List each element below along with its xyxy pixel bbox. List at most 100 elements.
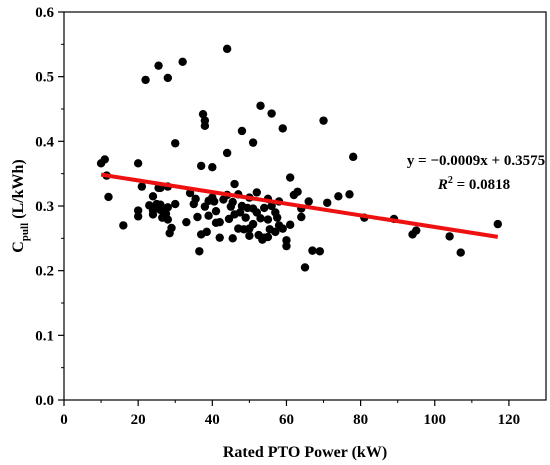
data-point (204, 211, 213, 220)
x-tick-label: 80 (353, 412, 368, 428)
data-point (256, 214, 265, 223)
data-point (209, 197, 219, 206)
data-point (119, 221, 128, 230)
data-point (191, 194, 200, 204)
data-point (241, 213, 250, 222)
y-axis: 0.0 0.1 0.2 0.3 0.4 0.5 0.6 (35, 5, 64, 409)
data-point (198, 109, 208, 119)
data-point (267, 109, 276, 118)
data-point (208, 163, 217, 172)
data-point (133, 159, 143, 168)
data-point (323, 198, 332, 207)
data-point (235, 208, 245, 217)
data-point (104, 192, 113, 202)
data-point (412, 226, 421, 235)
data-point (196, 161, 206, 171)
data-point (171, 199, 180, 209)
data-point (345, 190, 354, 199)
data-point (148, 210, 158, 219)
data-point (271, 227, 280, 237)
data-point (315, 247, 325, 256)
data-point (163, 215, 173, 224)
x-axis-title: Rated PTO Power (kW) (223, 444, 387, 461)
data-point (248, 138, 258, 147)
data-point (493, 219, 502, 229)
y-tick-label: 0.0 (35, 393, 54, 409)
r-squared-superscript: 2 (448, 175, 453, 186)
data-point (237, 126, 247, 136)
r-squared-value: = 0.0818 (453, 177, 510, 193)
y-tick-label: 0.2 (35, 264, 54, 280)
data-point (224, 214, 234, 224)
y-axis-title-subscript: pull (19, 223, 31, 241)
y-axis-title-main: C (10, 241, 27, 253)
r-squared-symbol: R (437, 177, 448, 193)
data-point (445, 232, 454, 241)
data-point (272, 213, 282, 222)
data-point (141, 75, 150, 85)
data-point (285, 173, 295, 182)
data-point (228, 234, 237, 243)
data-point (263, 232, 273, 242)
data-point (200, 121, 210, 131)
x-tick-label: 100 (424, 412, 447, 428)
y-axis-title: Cpull (L/kWh) (10, 159, 31, 253)
data-point (278, 224, 287, 233)
data-point (293, 187, 302, 196)
x-tick-label: 20 (131, 412, 146, 428)
data-point (211, 206, 221, 216)
data-point (252, 188, 261, 197)
data-point (178, 57, 187, 66)
data-point (222, 44, 232, 54)
data-point (167, 223, 176, 233)
y-tick-label: 0.5 (35, 70, 54, 86)
data-point (319, 116, 328, 125)
data-point (193, 212, 202, 222)
data-point (215, 233, 224, 242)
data-point (267, 201, 276, 211)
data-point (300, 263, 310, 272)
x-tick-label: 40 (205, 412, 220, 428)
data-point (308, 246, 317, 255)
data-point (171, 139, 180, 148)
y-tick-label: 0.6 (35, 5, 54, 21)
data-point (100, 155, 109, 164)
data-point (230, 179, 239, 189)
y-tick-label: 0.1 (35, 328, 54, 344)
data-point (154, 61, 163, 70)
data-point (282, 236, 291, 245)
data-point (202, 227, 211, 237)
y-tick-label: 0.3 (35, 199, 54, 215)
x-axis: 0 20 40 60 80 100 120 (60, 400, 520, 428)
data-point (137, 182, 147, 191)
data-point (260, 203, 269, 213)
data-point (163, 73, 173, 83)
x-tick-label: 0 (60, 412, 68, 428)
data-point (163, 203, 173, 212)
data-point (256, 101, 265, 110)
data-point (297, 212, 306, 222)
data-point (185, 188, 195, 198)
data-point (456, 248, 465, 257)
data-point (304, 197, 313, 206)
data-point (245, 231, 254, 240)
data-point (263, 215, 273, 224)
y-axis-title-unit: (L/kWh) (10, 159, 27, 223)
data-point (285, 220, 295, 229)
data-points (96, 44, 502, 272)
data-point (228, 197, 237, 207)
data-point (182, 217, 191, 227)
data-point (215, 217, 224, 227)
data-point (282, 241, 291, 251)
data-point (148, 192, 158, 201)
x-tick-label: 60 (279, 412, 294, 428)
data-point (222, 148, 232, 158)
data-point (195, 247, 204, 256)
data-point (133, 206, 143, 215)
data-point (349, 152, 358, 162)
regression-line (100, 172, 499, 239)
data-point (133, 212, 143, 221)
regression-equation: y = −0.0009x + 0.3575 (407, 153, 545, 169)
data-point (334, 192, 343, 201)
